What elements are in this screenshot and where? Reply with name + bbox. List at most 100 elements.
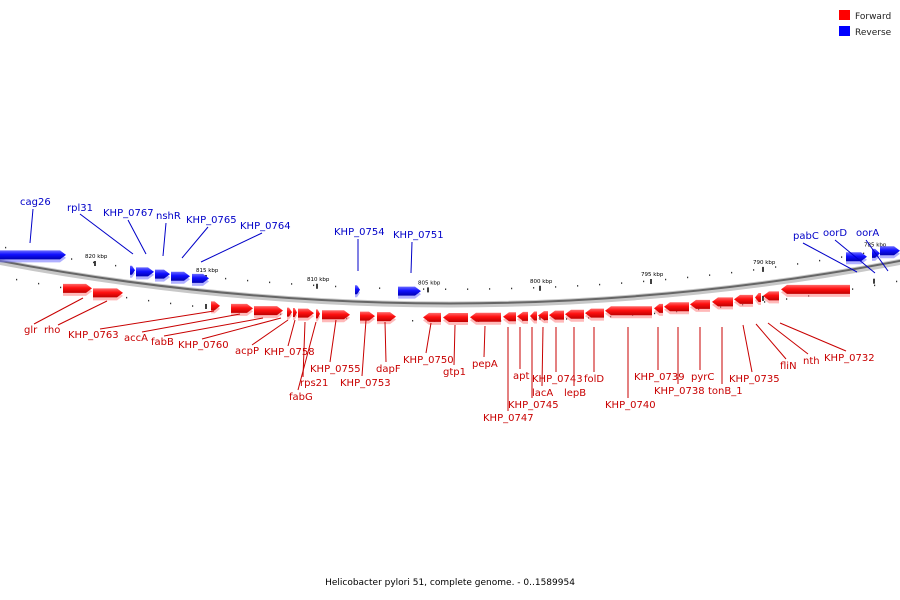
gene-label-oora[interactable]: oorA: [856, 228, 879, 239]
gene-label-lepb[interactable]: lepB: [564, 388, 586, 399]
forward-gene-arrow[interactable]: [211, 301, 220, 311]
reverse-gene-arrow[interactable]: [171, 271, 190, 281]
gene-label-khp0740[interactable]: KHP_0740: [605, 400, 656, 411]
leader-line: [767, 322, 809, 355]
reverse-gene-arrow[interactable]: [0, 250, 66, 260]
forward-gene-arrow[interactable]: [316, 309, 320, 319]
forward-gene-arrow[interactable]: [690, 299, 710, 309]
reverse-gene-arrow[interactable]: [136, 267, 154, 277]
gene-label-khp0739[interactable]: KHP_0739: [634, 372, 685, 383]
forward-gene-arrow[interactable]: [254, 306, 283, 316]
gene-label-pyrc[interactable]: pyrC: [691, 372, 714, 383]
minor-tick: [533, 287, 535, 289]
leader-line: [361, 319, 367, 377]
gene-label-flin[interactable]: fliN: [780, 361, 797, 372]
forward-gene-arrow[interactable]: [734, 294, 753, 304]
reverse-gene-arrow[interactable]: [846, 252, 867, 262]
gene-label-khp0747[interactable]: KHP_0747: [483, 413, 534, 424]
gene-label-fabb[interactable]: fabB: [151, 337, 174, 348]
gene-label-rps21[interactable]: rps21: [300, 378, 328, 389]
forward-gene-arrow[interactable]: [322, 310, 350, 320]
forward-gene-arrow[interactable]: [470, 312, 501, 322]
forward-gene-arrow[interactable]: [605, 306, 652, 316]
forward-gene-arrow[interactable]: [63, 283, 92, 293]
gene-label-nshr[interactable]: nshR: [156, 211, 181, 222]
leader-line: [297, 321, 317, 391]
leader-line: [141, 313, 241, 333]
gene-label-khp0758[interactable]: KHP_0758: [264, 347, 315, 358]
forward-gene-arrow[interactable]: [287, 307, 292, 317]
forward-gene-arrow[interactable]: [293, 307, 297, 317]
reverse-gene-labels: cag26 rpl31 KHP_0767 nshR KHP_0765 KHP_0…: [20, 197, 879, 242]
gene-label-khp0760[interactable]: KHP_0760: [178, 340, 229, 351]
minor-tick: [192, 305, 194, 307]
forward-gene-arrow[interactable]: [443, 312, 468, 322]
gene-label-khp0765[interactable]: KHP_0765: [186, 215, 237, 226]
leader-line: [99, 310, 215, 330]
forward-gene-arrow[interactable]: [423, 312, 441, 322]
forward-gene-arrow[interactable]: [93, 288, 123, 298]
gene-label-dapf[interactable]: dapF: [376, 364, 401, 375]
gene-label-khp0751[interactable]: KHP_0751: [393, 230, 444, 241]
gene-track: [0, 246, 900, 325]
gene-label-rpl31[interactable]: rpl31: [67, 203, 93, 214]
gene-label-pabc[interactable]: pabC: [793, 231, 819, 242]
forward-gene-arrow[interactable]: [755, 293, 761, 303]
gene-label-tonb1[interactable]: tonB_1: [708, 386, 743, 397]
gene-label-khp0764[interactable]: KHP_0764: [240, 221, 291, 232]
gene-label-glr[interactable]: glr: [24, 325, 38, 336]
forward-gene-arrow[interactable]: [538, 311, 548, 321]
gene-label-khp0745[interactable]: KHP_0745: [508, 400, 559, 411]
gene-label-nth[interactable]: nth: [803, 356, 820, 367]
gene-label-khp0763[interactable]: KHP_0763: [68, 330, 119, 341]
forward-gene-arrow[interactable]: [231, 303, 253, 313]
reverse-gene-arrow[interactable]: [398, 286, 421, 296]
forward-gene-arrow[interactable]: [549, 310, 564, 320]
forward-gene-arrow[interactable]: [712, 297, 733, 307]
gene-label-pepa[interactable]: pepA: [472, 359, 498, 370]
gene-label-acpp[interactable]: acpP: [235, 346, 259, 357]
gene-label-apt[interactable]: apt: [513, 371, 529, 382]
reverse-gene-arrow[interactable]: [155, 269, 170, 279]
tick-label: 810 kbp: [307, 277, 330, 283]
reverse-gene-arrow[interactable]: [192, 273, 209, 283]
gene-label-khp0743[interactable]: KHP_0743: [532, 374, 583, 385]
leader-line: [287, 319, 296, 347]
reverse-gene-arrow[interactable]: [355, 285, 360, 295]
forward-gene-arrow[interactable]: [585, 308, 604, 318]
forward-gene-arrow[interactable]: [781, 284, 850, 294]
gene-label-gtp1[interactable]: gtp1: [443, 367, 466, 378]
gene-label-khp0738[interactable]: KHP_0738: [654, 386, 705, 397]
reverse-gene-arrow[interactable]: [880, 246, 900, 256]
forward-gene-arrow[interactable]: [565, 309, 584, 319]
gene-label-fold[interactable]: folD: [584, 374, 604, 385]
forward-gene-arrow[interactable]: [517, 311, 528, 321]
forward-gene-arrow[interactable]: [298, 308, 314, 318]
forward-gene-arrow[interactable]: [360, 311, 375, 321]
gene-label-laca[interactable]: lacA: [532, 388, 553, 399]
forward-gene-arrow[interactable]: [503, 312, 516, 322]
forward-gene-arrow[interactable]: [664, 302, 689, 312]
gene-label-khp0732[interactable]: KHP_0732: [824, 353, 875, 364]
forward-gene-arrow[interactable]: [763, 291, 779, 301]
minor-tick: [786, 298, 788, 300]
gene-label-khp0750[interactable]: KHP_0750: [403, 355, 454, 366]
forward-gene-arrow[interactable]: [654, 303, 663, 313]
gene-label-rho[interactable]: rho: [44, 325, 60, 336]
minor-tick: [16, 278, 18, 281]
gene-label-khp0755[interactable]: KHP_0755: [310, 364, 361, 375]
reverse-gene-arrow[interactable]: [130, 265, 135, 275]
minor-tick: [93, 261, 95, 264]
gene-label-cag26[interactable]: cag26: [20, 197, 51, 208]
forward-gene-arrow[interactable]: [530, 311, 537, 321]
gene-label-khp0754[interactable]: KHP_0754: [334, 227, 385, 238]
gene-label-oord[interactable]: oorD: [823, 228, 847, 239]
gene-label-khp0753[interactable]: KHP_0753: [340, 378, 391, 389]
gene-label-fabg[interactable]: fabG: [289, 392, 313, 403]
minor-tick: [489, 288, 491, 290]
gene-label-acca[interactable]: accA: [124, 333, 148, 344]
gene-label-khp0767[interactable]: KHP_0767: [103, 208, 154, 219]
forward-gene-arrow[interactable]: [377, 312, 396, 322]
gene-label-khp0735[interactable]: KHP_0735: [729, 374, 780, 385]
leader-line: [181, 226, 209, 259]
